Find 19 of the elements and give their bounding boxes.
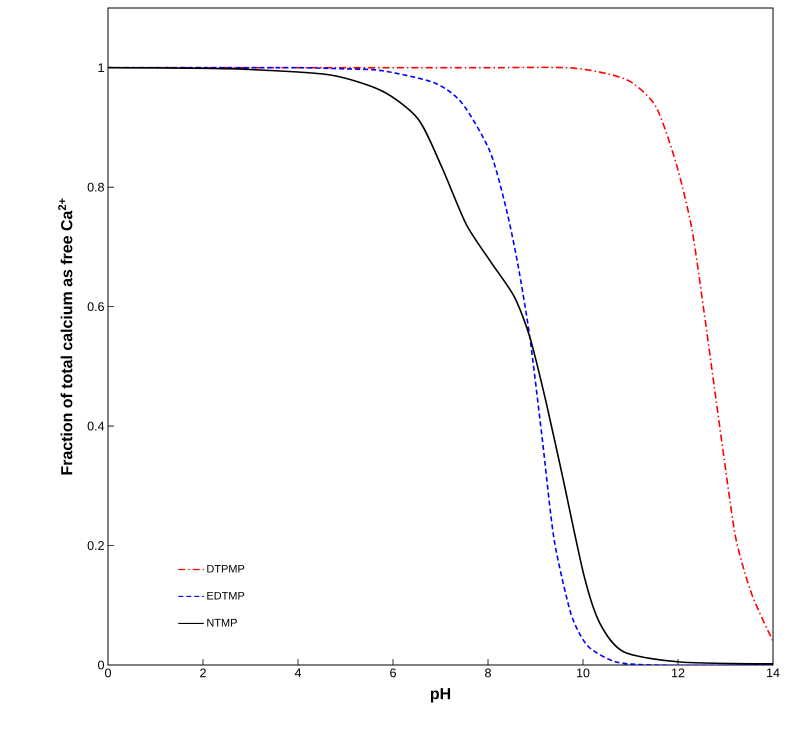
x-tick-label: 8 xyxy=(485,668,491,678)
x-axis-title: pH xyxy=(430,688,450,702)
legend-label: EDTMP xyxy=(207,592,244,600)
x-tick-label: 14 xyxy=(767,668,780,678)
y-tick-label: 0.8 xyxy=(88,182,104,192)
legend-label: DTPMP xyxy=(207,564,244,573)
y-axis-title: Fraction of total calcium as free Ca$^{2+}$ xyxy=(58,198,72,474)
x-tick-label: 4 xyxy=(294,668,302,678)
y-tick-label: 1 xyxy=(98,63,104,72)
legend-label: NTMP xyxy=(207,618,237,626)
x-tick-label: 6 xyxy=(390,668,396,678)
x-tick-label: 12 xyxy=(672,668,684,678)
x-tick-label: 10 xyxy=(577,668,590,678)
x-tick-label: 2 xyxy=(200,668,206,678)
y-tick-label: 0 xyxy=(98,660,104,670)
y-tick-label: 0.6 xyxy=(88,302,104,312)
y-tick-label: 0.4 xyxy=(88,422,104,430)
y-tick-label: 0.2 xyxy=(88,541,104,550)
x-tick-label: 0 xyxy=(105,668,111,678)
